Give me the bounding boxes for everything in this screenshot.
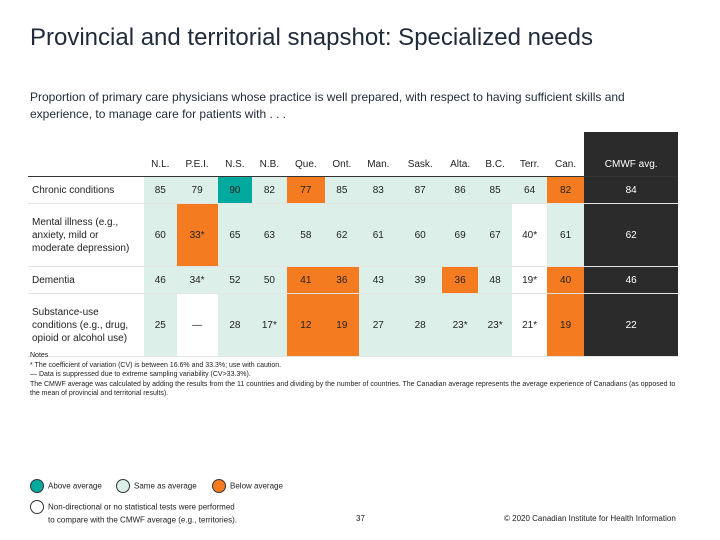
table-cell: 22 <box>584 293 678 357</box>
same-average-swatch <box>116 479 130 493</box>
legend-above-label: Above average <box>48 481 102 491</box>
column-header: N.L. <box>151 159 170 170</box>
notes-line-cmwf: The CMWF average was calculated by addin… <box>30 380 676 398</box>
table-cell: 33* <box>176 203 218 267</box>
table-cell: 21* <box>512 293 547 357</box>
table-cell: 61 <box>358 203 399 267</box>
legend-above: Above average <box>30 479 102 493</box>
table-cell: 64 <box>512 176 547 204</box>
legend-below: Below average <box>212 479 283 493</box>
column-header: Ont. <box>332 159 352 170</box>
table-cell: — <box>176 293 218 357</box>
table-cell: 82 <box>252 176 287 204</box>
table-cell: 63 <box>252 203 287 267</box>
table-cell: 50 <box>252 266 287 294</box>
table-cell: 65 <box>217 203 253 267</box>
table-cell: 36 <box>325 266 359 294</box>
table-cell: 23* <box>477 293 513 357</box>
table-cell: 84 <box>584 176 678 204</box>
notes-heading: Notes <box>30 352 49 359</box>
table-cell: 43 <box>358 266 399 294</box>
table-cell: 62 <box>325 203 359 267</box>
table-body: Chronic conditions 85 79 90 82 77 85 83 87 86 85 64… <box>28 176 678 357</box>
table-row: Chronic conditions 85 79 90 82 77 85 83 87 86 85 64… <box>28 176 678 204</box>
table-cell: 85 <box>144 176 177 204</box>
table-cell: 52 <box>217 266 253 294</box>
header-corner <box>28 132 144 177</box>
below-average-swatch <box>212 479 226 493</box>
table-cell: 41 <box>286 266 326 294</box>
table-cell: 87 <box>398 176 443 204</box>
table-cell: 79 <box>176 176 218 204</box>
legend-same: Same as average <box>116 479 197 493</box>
page-number: 37 <box>356 514 365 523</box>
row-label: Mental illness (e.g., anxiety, mild or m… <box>28 203 144 267</box>
table-cell: 27 <box>358 293 399 357</box>
table-cell: 28 <box>217 293 253 357</box>
row-label: Substance-use conditions (e.g., drug, op… <box>28 293 144 357</box>
column-header: CMWF avg. <box>584 132 678 177</box>
table-row: Substance-use conditions (e.g., drug, op… <box>28 293 678 357</box>
table-cell: 23* <box>442 293 478 357</box>
column-header: N.B. <box>259 159 280 170</box>
column-header: Sask. <box>407 159 433 170</box>
table-cell: 85 <box>325 176 359 204</box>
table-cell: 60 <box>398 203 443 267</box>
table-cell: 36 <box>442 266 478 294</box>
notes: Notes * The coefficient of variation (CV… <box>30 351 680 399</box>
column-header: Terr. <box>519 159 540 170</box>
legend-na: Non-directional or no statistical tests … <box>30 500 237 525</box>
table-cell: 19 <box>325 293 359 357</box>
notes-line-cv: * The coefficient of variation (CV) is b… <box>30 361 282 369</box>
copyright: © 2020 Canadian Institute for Health Inf… <box>504 514 676 523</box>
table-cell: 82 <box>546 176 585 204</box>
table-cell: 25 <box>144 293 177 357</box>
table-cell: 77 <box>286 176 326 204</box>
column-header: Can. <box>555 159 577 170</box>
column-header: N.S. <box>225 159 245 170</box>
table-cell: 48 <box>477 266 513 294</box>
table-cell: 34* <box>176 266 218 294</box>
table-cell: 85 <box>477 176 513 204</box>
notes-line-suppressed: — Data is suppressed due to extreme samp… <box>30 371 251 378</box>
table-cell: 40* <box>512 203 547 267</box>
legend-below-label: Below average <box>230 481 283 491</box>
column-header: P.E.I. <box>185 159 209 170</box>
non-directional-swatch <box>30 500 44 514</box>
table-cell: 83 <box>358 176 399 204</box>
table-cell: 86 <box>442 176 478 204</box>
table-cell: 61 <box>546 203 585 267</box>
table-cell: 12 <box>286 293 326 357</box>
column-header: Alta. <box>450 159 471 170</box>
table-cell: 69 <box>442 203 478 267</box>
table-cell: 19 <box>546 293 585 357</box>
legend-na-label-1: Non-directional or no statistical tests … <box>48 502 235 512</box>
table-cell: 60 <box>144 203 177 267</box>
page-subtitle: Proportion of primary care physicians wh… <box>30 90 625 121</box>
table-cell: 40 <box>546 266 585 294</box>
row-label: Dementia <box>28 266 144 294</box>
table-cell: 17* <box>252 293 287 357</box>
table-cell: 67 <box>477 203 513 267</box>
table-cell: 19* <box>512 266 547 294</box>
page-title: Provincial and territorial snapshot: Spe… <box>30 24 593 51</box>
snapshot-table: N.L. P.E.I. N.S. N.B. Que. Ont. Man. Sask. Alta.… <box>28 132 678 357</box>
table-cell: 39 <box>398 266 443 294</box>
legend-na-label-2: to compare with the CMWF average (e.g., … <box>48 515 237 525</box>
table-cell: 62 <box>584 203 678 267</box>
column-header: B.C. <box>485 159 505 170</box>
table-row: Mental illness (e.g., anxiety, mild or m… <box>28 203 678 267</box>
table-cell: 46 <box>144 266 177 294</box>
table-cell: 58 <box>286 203 326 267</box>
table-cell: 46 <box>584 266 678 294</box>
column-header: Que. <box>295 159 317 170</box>
table-header-row: N.L. P.E.I. N.S. N.B. Que. Ont. Man. Sask. Alta.… <box>28 132 678 177</box>
table-cell: 28 <box>398 293 443 357</box>
column-header: Man. <box>367 159 390 170</box>
legend-same-label: Same as average <box>134 481 197 491</box>
row-label: Chronic conditions <box>28 176 144 204</box>
table-row: Dementia 46 34* 52 50 41 36 43 39 36 48 19* 40 46 <box>28 266 678 294</box>
above-average-swatch <box>30 479 44 493</box>
table-cell: 90 <box>217 176 253 204</box>
